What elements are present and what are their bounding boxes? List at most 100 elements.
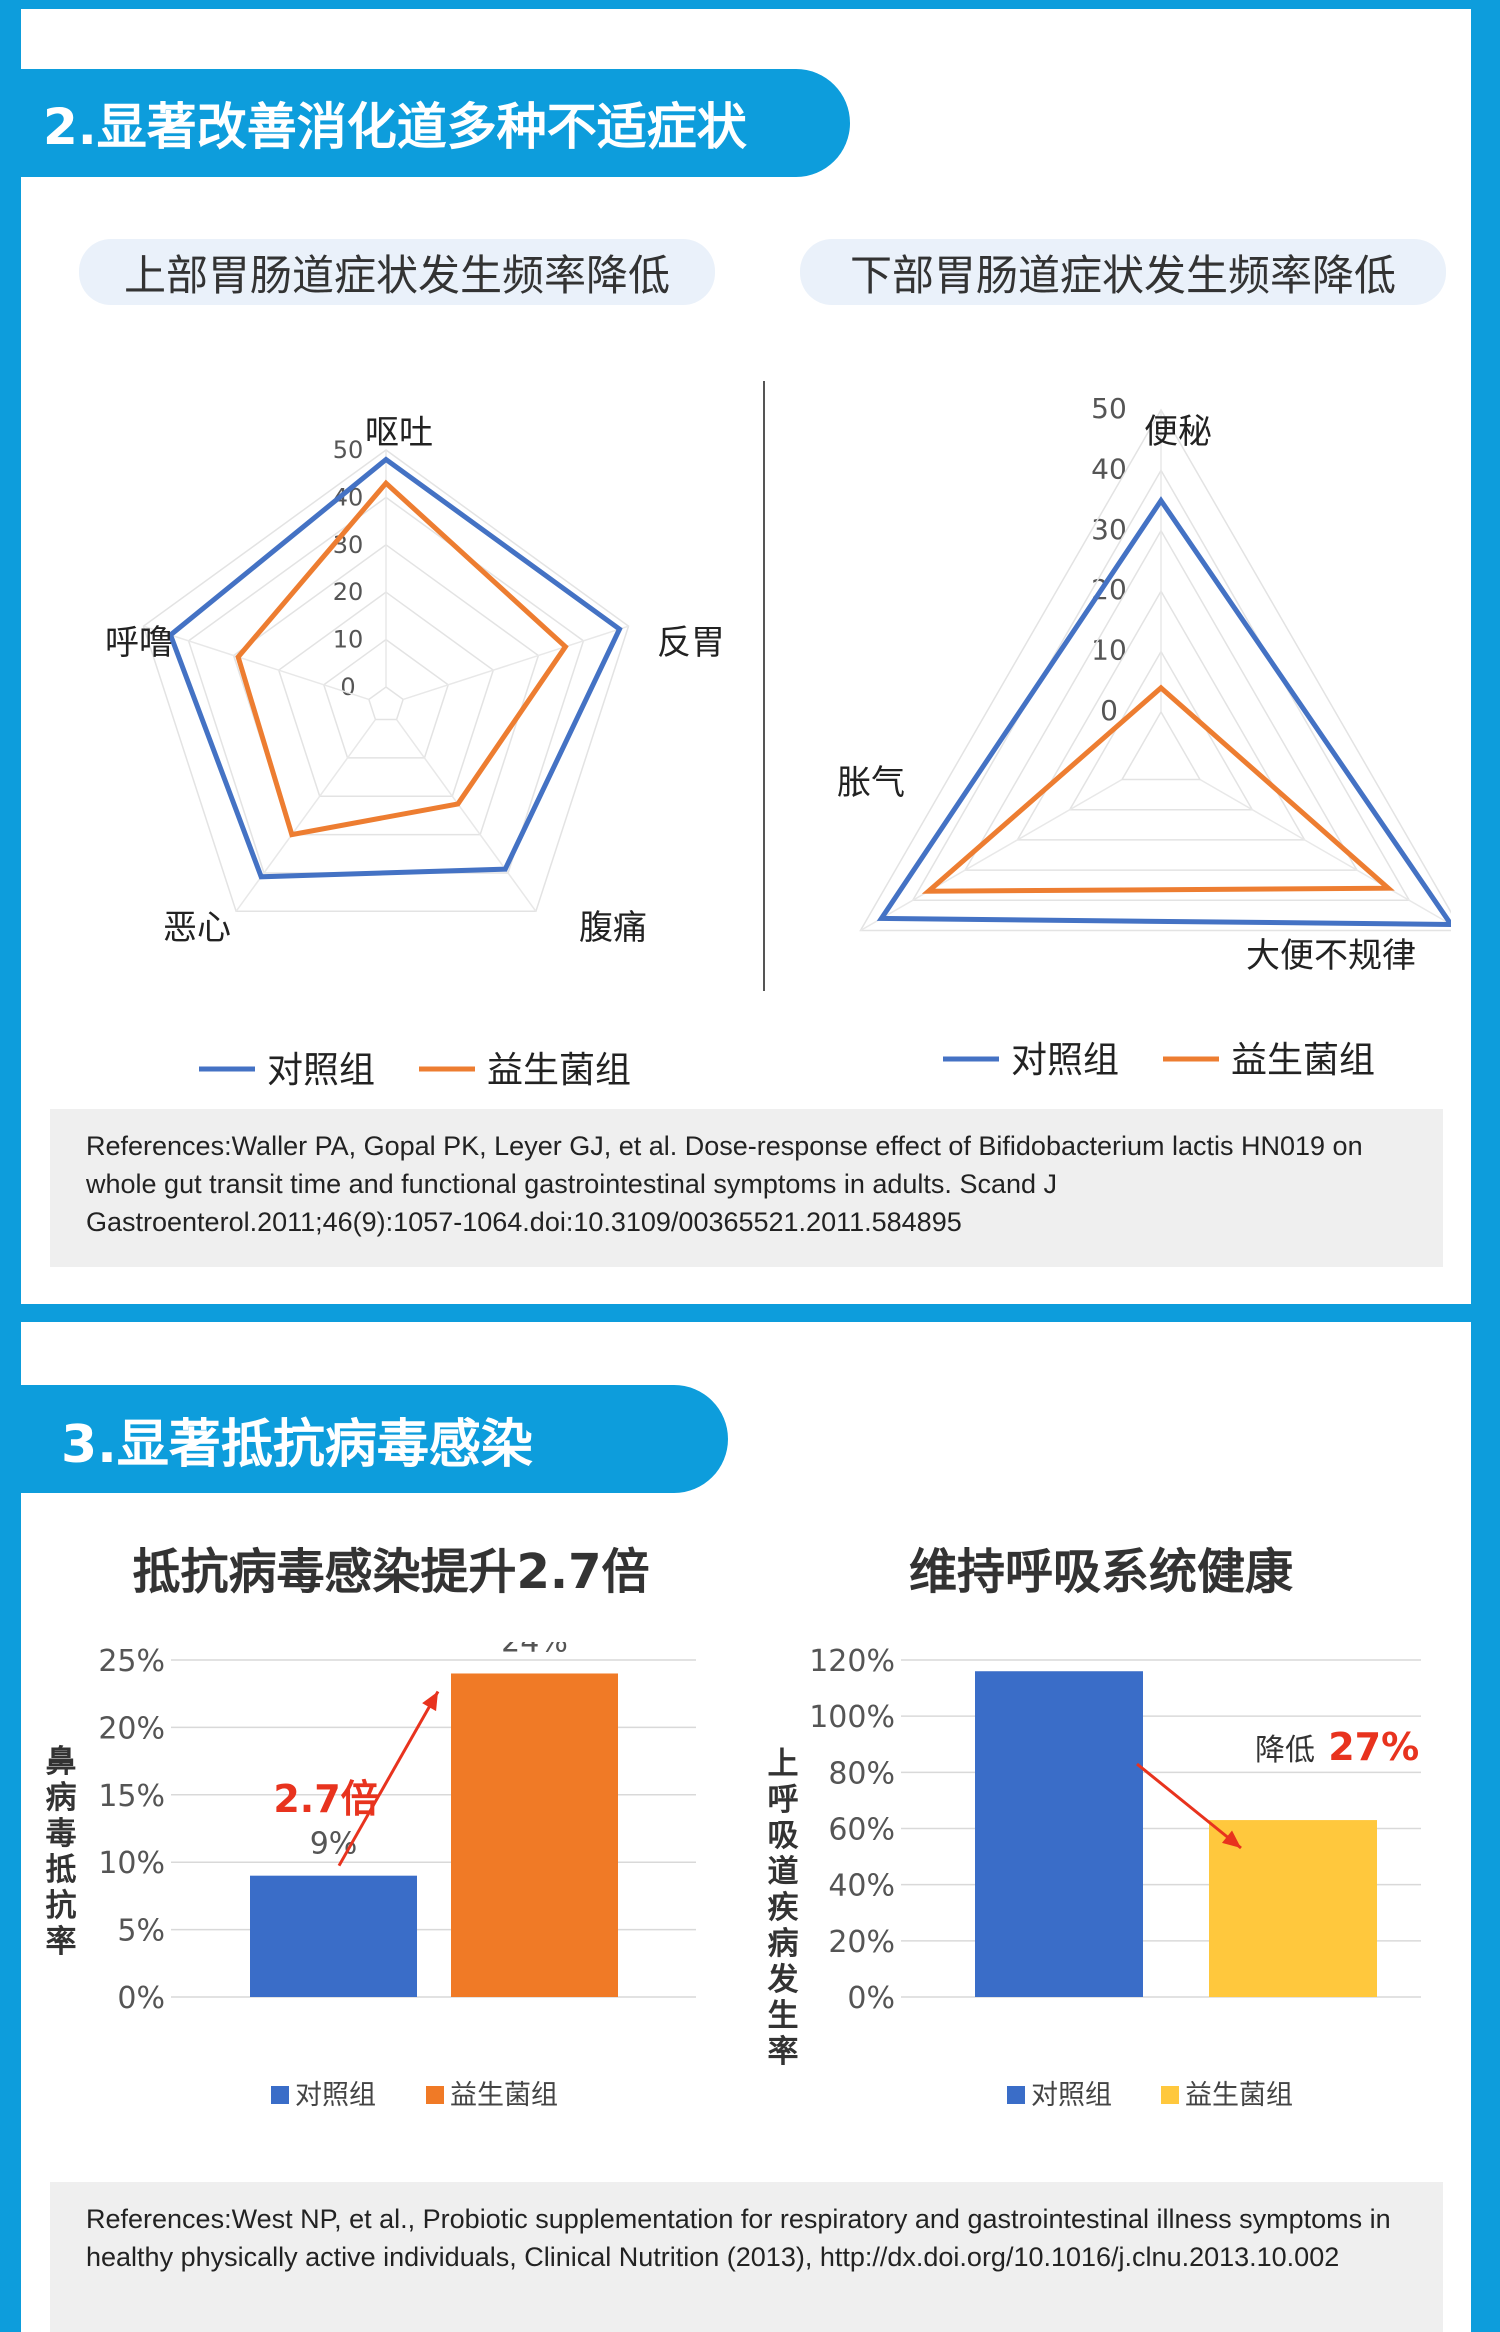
legend-label: 对照组	[1031, 2080, 1112, 2111]
radar-spoke	[1199, 778, 1451, 926]
y-axis-label-char: 吸	[768, 1818, 799, 1854]
probiotic-series-line	[921, 684, 1395, 894]
y-axis-label-char: 病	[768, 1926, 799, 1962]
decrease-arrow	[1136, 1762, 1242, 1850]
y-axis-label-char: 抵	[46, 1852, 77, 1888]
y-tick-label: 10%	[98, 1846, 165, 1881]
radar-tick-label: 20	[333, 578, 364, 606]
y-tick-label: 20%	[828, 1925, 895, 1960]
radar-grid-ring	[859, 408, 1451, 932]
radar-grid-ring	[232, 543, 540, 836]
y-axis-label-char: 率	[46, 1924, 77, 1960]
radar-spoke	[860, 778, 1123, 932]
y-axis-label-char: 疾	[768, 1890, 799, 1926]
y-tick-label: 20%	[98, 1711, 165, 1746]
y-tick-label: 0%	[117, 1981, 165, 2016]
y-axis-label-char: 道	[768, 1854, 799, 1890]
reference-2: References:West NP, et al., Probiotic su…	[50, 2182, 1443, 2332]
bar-data-label: 24%	[501, 1642, 568, 1659]
bar-control	[250, 1875, 417, 1997]
upper-gi-label: 上部胃肠道症状发生频率降低	[79, 239, 715, 305]
radar-axis-label: 呕吐	[365, 413, 433, 453]
radar-axis-label: 呼噜	[105, 623, 173, 663]
legend-label: 对照组	[295, 2080, 376, 2111]
y-axis-label-char: 上	[768, 1746, 799, 1782]
radar-axis-label: 腹痛	[579, 908, 647, 948]
radar-grid-ring	[1016, 589, 1306, 841]
y-tick-label: 100%	[809, 1700, 895, 1735]
right-chart-title: 维持呼吸系统健康	[908, 1544, 1293, 1600]
y-tick-label: 5%	[117, 1914, 165, 1949]
radar-spoke	[395, 719, 537, 912]
y-tick-label: 120%	[809, 1644, 895, 1679]
radar-grid-ring	[142, 449, 630, 913]
legend-label: 对照组	[1011, 1040, 1119, 1081]
decrease-prefix: 降低	[1255, 1733, 1315, 1768]
radar-axis-label: 便秘	[1144, 412, 1212, 452]
y-tick-label: 40%	[828, 1869, 895, 1904]
y-tick-label: 60%	[828, 1813, 895, 1848]
radar-grid-ring	[963, 529, 1359, 871]
legend-swatch	[426, 2086, 444, 2104]
bar-data-label: 9%	[310, 1827, 358, 1862]
y-axis-label-char: 率	[768, 2034, 799, 2070]
increase-arrow	[337, 1690, 440, 1867]
legend-label: 对照组	[267, 1050, 375, 1089]
radar-axis-label: 大便不规律	[1246, 936, 1416, 976]
y-tick-label: 25%	[98, 1644, 165, 1679]
legend-label: 益生菌组	[1185, 2080, 1293, 2111]
radar-tick-label: 0	[1100, 694, 1118, 727]
increase-annotation: 2.7倍	[273, 1777, 378, 1821]
radar-tick-label: 30	[333, 531, 364, 559]
bar-control	[975, 1671, 1143, 1997]
radar-axis-label: 胀气	[837, 763, 905, 803]
y-axis-label-char: 生	[768, 1998, 799, 2034]
y-tick-label: 80%	[828, 1756, 895, 1791]
section-2-title: 2.显著改善消化道多种不适症状	[21, 69, 850, 177]
y-axis-label-char: 呼	[768, 1782, 799, 1818]
decrease-annotation: 降低 27%	[1255, 1725, 1419, 1769]
legend-swatch	[1007, 2086, 1025, 2104]
radar-spoke	[402, 625, 629, 701]
y-axis-label-char: 抗	[46, 1888, 77, 1924]
section-3-panel: 3.显著抵抗病毒感染 抵抗病毒感染提升2.7倍 维持呼吸系统健康 0% 5% 10%…	[21, 1322, 1471, 2332]
radar-tick-label: 10	[1091, 634, 1127, 667]
lower-gi-label: 下部胃肠道症状发生频率降低	[800, 239, 1446, 305]
radar-tick-label: 50	[333, 436, 364, 464]
reference-1: References:Waller PA, Gopal PK, Leyer GJ…	[50, 1109, 1443, 1267]
chart-divider	[763, 381, 765, 991]
y-axis-label-char: 病	[46, 1780, 77, 1816]
left-chart-title: 抵抗病毒感染提升2.7倍	[132, 1544, 650, 1600]
legend-swatch	[1161, 2086, 1179, 2104]
section-3-title: 3.显著抵抗病毒感染	[21, 1385, 728, 1493]
radar-grid-ring	[1120, 710, 1202, 781]
radar-grid-ring	[277, 591, 495, 798]
control-series-line	[876, 496, 1451, 927]
radar-tick-label: 0	[340, 673, 355, 701]
radar-spoke	[143, 625, 370, 701]
y-tick-label: 15%	[98, 1779, 165, 1814]
radar-grid-ring	[322, 638, 450, 759]
y-axis-label-char: 毒	[46, 1816, 77, 1852]
radar-tick-label: 50	[1091, 392, 1127, 425]
legend-label: 益生菌组	[1231, 1040, 1375, 1081]
y-tick-label: 0%	[847, 1981, 895, 2016]
legend-swatch	[271, 2086, 289, 2104]
decrease-arrow-head	[1221, 1830, 1241, 1848]
radar-axis-label: 反胃	[657, 623, 725, 663]
decrease-value: 27%	[1315, 1725, 1419, 1769]
legend-label: 益生菌组	[487, 1050, 631, 1089]
radar-spoke	[235, 719, 377, 912]
bar-probiotic	[1209, 1820, 1377, 1997]
increase-arrow-head	[422, 1691, 438, 1712]
section-2-panel: 2.显著改善消化道多种不适症状 上部胃肠道症状发生频率降低 下部胃肠道症状发生频…	[21, 9, 1471, 1304]
radar-grid-ring	[367, 686, 405, 721]
legend-label: 益生菌组	[450, 2080, 558, 2111]
radar-tick-label: 40	[1091, 452, 1127, 485]
bar-probiotic	[451, 1673, 618, 1997]
radar-axis-label: 恶心	[163, 908, 231, 948]
y-axis-label-char: 发	[767, 1962, 799, 1998]
